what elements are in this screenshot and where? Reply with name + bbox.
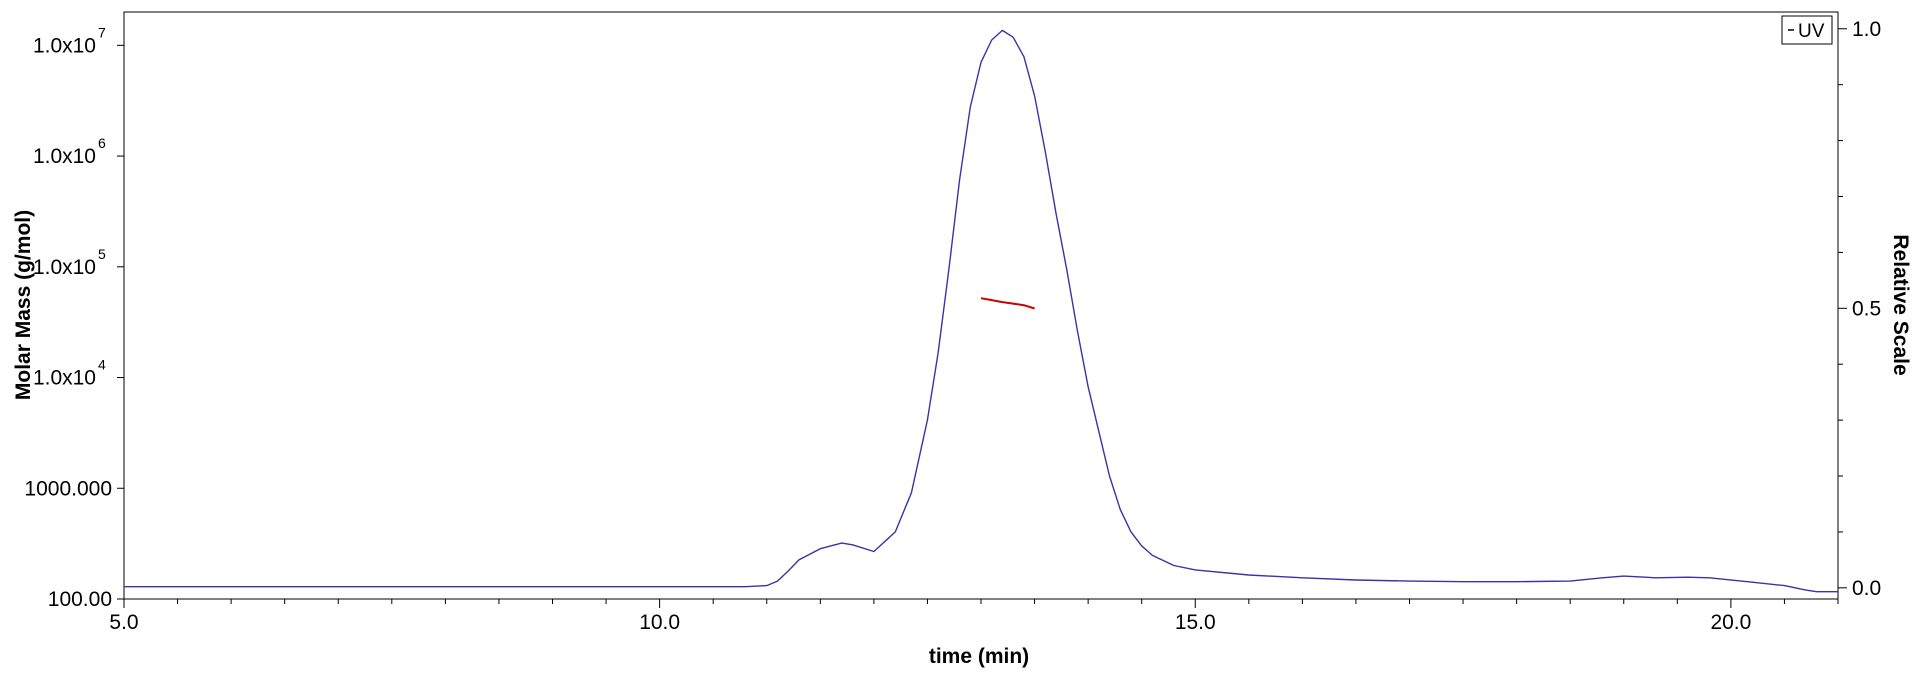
- y-left-tick-label: 1.0x10: [33, 34, 96, 57]
- y-left-tick-exponent: 6: [98, 135, 106, 151]
- y-left-tick-label: 1.0x10: [33, 256, 96, 279]
- y-right-tick-label: 0.0: [1852, 577, 1881, 600]
- legend-entry-uv: UV: [1798, 21, 1825, 42]
- x-axis: 5.0 10.0 15.0 20.0: [109, 599, 1839, 634]
- uv-series-line: [124, 29, 1838, 593]
- legend[interactable]: UV: [1781, 15, 1833, 45]
- y-axis-right-title: Relative Scale: [1889, 234, 1912, 375]
- y-axis-right: 0.0 0.5 1.0: [1838, 18, 1881, 600]
- plot-frame: [123, 11, 1839, 600]
- molar-mass-series-line: [980, 297, 1035, 310]
- x-tick-label: 10.0: [639, 611, 680, 634]
- y-axis-left-title: Molar Mass (g/mol): [12, 210, 35, 400]
- y-left-tick-exponent: 7: [98, 24, 106, 40]
- y-right-tick-label: 1.0: [1852, 18, 1881, 41]
- y-axis-left: 1.0x1071.0x1061.0x1051.0x1041000.000100.…: [24, 24, 124, 611]
- x-tick-label: 15.0: [1175, 611, 1216, 634]
- y-right-tick-label: 0.5: [1852, 297, 1881, 320]
- y-left-tick-exponent: 5: [98, 246, 106, 262]
- x-tick-label: 5.0: [109, 611, 138, 634]
- y-left-tick-label: 1.0x10: [33, 367, 96, 390]
- y-left-tick-exponent: 4: [98, 357, 106, 373]
- x-tick-label: 20.0: [1710, 611, 1751, 634]
- y-left-tick-label: 1.0x10: [33, 145, 96, 168]
- y-left-tick-label: 1000.000: [24, 477, 112, 500]
- plot-area: [124, 29, 1838, 593]
- y-left-tick-label: 100.00: [48, 588, 112, 611]
- x-axis-title: time (min): [929, 645, 1029, 668]
